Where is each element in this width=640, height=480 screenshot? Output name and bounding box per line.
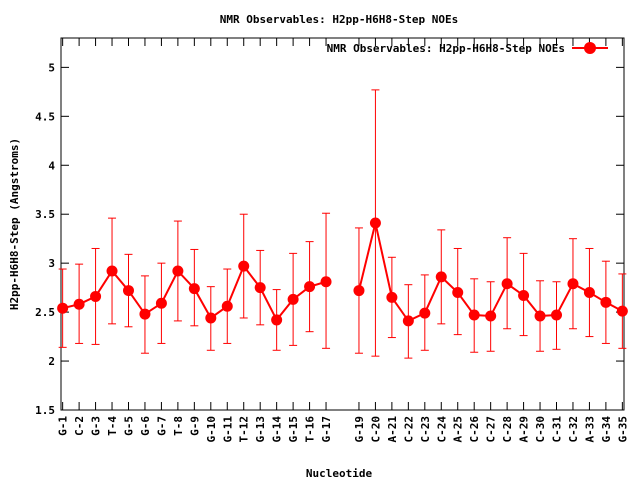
x-tick-label: A-29: [518, 416, 531, 443]
y-axis: 1.5 2 2.5 3 3.5 4 4.5 5: [35, 61, 624, 417]
x-axis-label: Nucleotide: [306, 467, 373, 480]
x-tick-label: C-30: [534, 416, 547, 443]
x-tick-label: T-12: [238, 416, 251, 443]
data-point: [221, 300, 233, 312]
data-point: [419, 307, 431, 319]
x-tick-label: C-27: [485, 416, 498, 443]
x-tick-label: G-6: [139, 416, 152, 436]
y-tick-label: 3: [48, 257, 55, 270]
data-point: [304, 281, 316, 293]
x-tick-label: C-20: [369, 416, 382, 443]
data-point: [468, 309, 480, 321]
data-point: [205, 312, 217, 324]
y-tick-label: 1.5: [35, 404, 55, 417]
x-tick-label: G-13: [254, 416, 267, 443]
data-point: [122, 285, 134, 297]
y-tick-label: 5: [48, 61, 55, 74]
x-tick-label: A-33: [583, 416, 596, 443]
x-tick-label: G-17: [320, 416, 333, 443]
data-point: [73, 298, 85, 310]
x-tick-label: T-16: [304, 416, 317, 443]
data-point: [57, 302, 69, 314]
x-tick-label: C-2: [73, 416, 86, 436]
x-tick-label: G-3: [90, 416, 103, 436]
x-tick-label: G-10: [205, 416, 218, 443]
y-tick-label: 4: [48, 159, 55, 172]
data-point: [106, 265, 118, 277]
x-tick-label: G-5: [122, 416, 135, 436]
data-series: [57, 217, 628, 327]
data-point: [155, 297, 167, 309]
data-point: [534, 310, 546, 322]
data-point: [402, 315, 414, 327]
x-tick-label: T-4: [106, 416, 119, 436]
x-tick-label: G-1: [57, 416, 70, 436]
x-axis: G-1 C-2 G-3 T-4 G-5 G-6 G-7 T-8 G-9 G-10 G-11 T-12 G…: [57, 38, 629, 443]
x-tick-label: G-11: [221, 416, 234, 443]
data-point: [435, 271, 447, 283]
data-point: [188, 283, 200, 295]
x-tick-label: G-35: [616, 416, 629, 443]
data-point: [501, 278, 513, 290]
data-point: [139, 308, 151, 320]
x-tick-label: A-21: [386, 416, 399, 443]
y-axis-label: H2pp-H6H8-Step (Angstroms): [8, 138, 21, 310]
x-tick-label: T-8: [172, 416, 185, 436]
legend: NMR Observables: H2pp-H6H8-Step NOEs: [327, 42, 608, 55]
data-point: [616, 305, 628, 317]
x-tick-label: C-32: [567, 416, 580, 443]
data-point: [518, 289, 530, 301]
data-point: [238, 260, 250, 272]
y-tick-label: 4.5: [35, 110, 55, 123]
data-point: [369, 217, 381, 229]
data-point: [320, 276, 332, 288]
data-point: [551, 309, 563, 321]
data-point: [254, 282, 266, 294]
data-point: [485, 310, 497, 322]
x-tick-label: G-15: [287, 416, 300, 443]
chart-title: NMR Observables: H2pp-H6H8-Step NOEs: [220, 13, 458, 26]
x-tick-label: C-31: [551, 416, 564, 443]
x-tick-label: C-22: [402, 416, 415, 443]
x-tick-label: G-9: [188, 416, 201, 436]
data-point: [353, 285, 365, 297]
legend-marker: [584, 42, 596, 54]
data-point: [452, 287, 464, 299]
data-point: [172, 265, 184, 277]
x-tick-label: A-25: [452, 416, 465, 443]
legend-label: NMR Observables: H2pp-H6H8-Step NOEs: [327, 42, 565, 55]
y-tick-label: 2.5: [35, 306, 55, 319]
x-tick-label: G-14: [271, 416, 284, 443]
x-tick-label: G-7: [155, 416, 168, 436]
x-tick-label: G-19: [353, 416, 366, 443]
plot-frame: [60, 37, 625, 411]
data-point: [90, 290, 102, 302]
x-tick-label: C-23: [419, 416, 432, 443]
data-point: [600, 296, 612, 308]
y-tick-label: 2: [48, 355, 55, 368]
data-point: [386, 291, 398, 303]
x-tick-label: G-34: [600, 416, 613, 443]
x-tick-label: C-24: [435, 416, 448, 443]
data-point: [287, 293, 299, 305]
data-point: [583, 287, 595, 299]
data-point: [271, 314, 283, 326]
x-tick-label: C-26: [468, 416, 481, 443]
y-tick-label: 3.5: [35, 208, 55, 221]
x-tick-label: C-28: [501, 416, 514, 443]
data-point: [567, 278, 579, 290]
